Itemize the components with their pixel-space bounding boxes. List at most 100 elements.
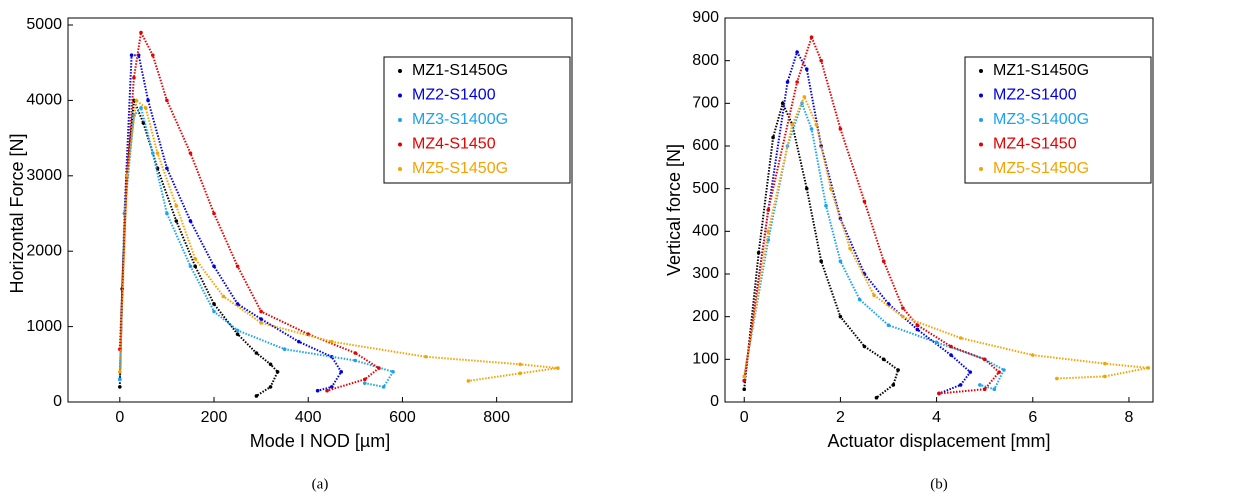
data-point (259, 317, 263, 321)
data-point (150, 151, 155, 155)
x-tick-label: 2 (836, 409, 845, 426)
data-point (174, 219, 179, 223)
data-point (881, 357, 886, 362)
data-point (254, 351, 259, 355)
data-point (1002, 368, 1006, 372)
x-tick-label: 400 (295, 409, 322, 426)
data-point (802, 95, 807, 99)
data-point (188, 264, 193, 269)
y-tick-label: 200 (692, 308, 719, 325)
data-point (134, 98, 139, 103)
y-tick-label: 0 (710, 393, 719, 410)
data-point (118, 370, 122, 374)
data-point (978, 383, 982, 387)
series-trace (118, 100, 279, 397)
data-point (857, 297, 862, 302)
data-point (886, 323, 891, 328)
data-point (339, 370, 343, 374)
data-point (353, 351, 358, 355)
series-trace (118, 29, 381, 392)
data-point (862, 199, 867, 204)
legend-marker (398, 69, 402, 73)
y-axis-label: Horizontal Force [N] (7, 133, 27, 293)
data-point (809, 35, 814, 39)
data-point (353, 358, 358, 363)
data-point (790, 122, 795, 127)
data-point (132, 75, 136, 80)
data-point (212, 309, 216, 314)
data-point (235, 264, 240, 269)
x-tick-label: 4 (932, 409, 941, 426)
y-tick-label: 4000 (26, 92, 62, 109)
data-point (1030, 353, 1035, 357)
legend-marker (398, 167, 402, 171)
data-point (901, 314, 905, 319)
legend-label: MZ3-S1400G (412, 111, 508, 128)
data-point (968, 370, 973, 374)
data-point (915, 323, 920, 328)
data-point (518, 371, 522, 376)
data-point (155, 151, 160, 155)
data-point (377, 366, 381, 370)
legend-label: MZ5-S1450G (993, 160, 1089, 177)
series-trace (118, 105, 395, 389)
data-point (809, 127, 814, 131)
x-tick-label: 0 (740, 409, 749, 426)
data-point (872, 293, 876, 298)
legend-label: MZ1-S1450G (993, 62, 1089, 79)
data-point (118, 385, 122, 389)
data-point (771, 135, 775, 140)
data-point (756, 250, 761, 255)
y-tick-label: 2000 (26, 242, 62, 259)
legend-label: MZ5-S1450G (412, 160, 508, 177)
data-point (282, 347, 287, 352)
data-point (188, 219, 193, 223)
data-point (193, 264, 197, 269)
data-point (1055, 376, 1059, 381)
data-point (915, 327, 920, 332)
plot-frame (724, 17, 1154, 403)
data-point (254, 394, 259, 398)
y-tick-label: 3000 (26, 167, 62, 184)
data-point (881, 259, 886, 264)
data-point (804, 186, 809, 191)
data-point (828, 186, 833, 191)
y-tick-label: 5000 (26, 16, 62, 33)
data-point (795, 80, 799, 84)
legend-label: MZ2-S1400 (993, 87, 1077, 104)
data-point (819, 259, 823, 264)
caption: (a) (312, 476, 329, 492)
data-point (958, 336, 963, 340)
data-point (838, 314, 843, 319)
x-tick-label: 800 (483, 409, 510, 426)
data-point (901, 306, 905, 310)
data-point (424, 354, 428, 359)
legend-label: MZ4-S1450 (412, 136, 496, 153)
x-axis-label: Actuator displacement [mm] (827, 431, 1050, 451)
x-tick-label: 0 (115, 409, 124, 426)
data-point (997, 370, 1001, 374)
plot-frame (67, 17, 573, 403)
y-tick-label: 700 (692, 95, 719, 112)
data-point (297, 339, 301, 344)
legend-marker (979, 93, 983, 98)
data-point (824, 203, 828, 208)
legend-marker (398, 142, 402, 147)
data-point (362, 377, 367, 382)
data-point (795, 50, 799, 54)
data-point (391, 370, 395, 374)
data-point (982, 357, 987, 362)
data-point (212, 302, 216, 306)
data-point (188, 151, 193, 155)
data-point (275, 370, 280, 374)
data-point (1103, 374, 1107, 379)
legend-marker (398, 93, 402, 98)
legend-marker (979, 142, 983, 147)
y-axis-label: Vertical force [N] (664, 144, 684, 276)
data-point (766, 208, 771, 212)
data-point (949, 344, 953, 349)
legend-marker (398, 118, 402, 122)
y-tick-label: 400 (692, 223, 719, 240)
x-tick-label: 200 (201, 409, 228, 426)
data-point (212, 211, 216, 216)
